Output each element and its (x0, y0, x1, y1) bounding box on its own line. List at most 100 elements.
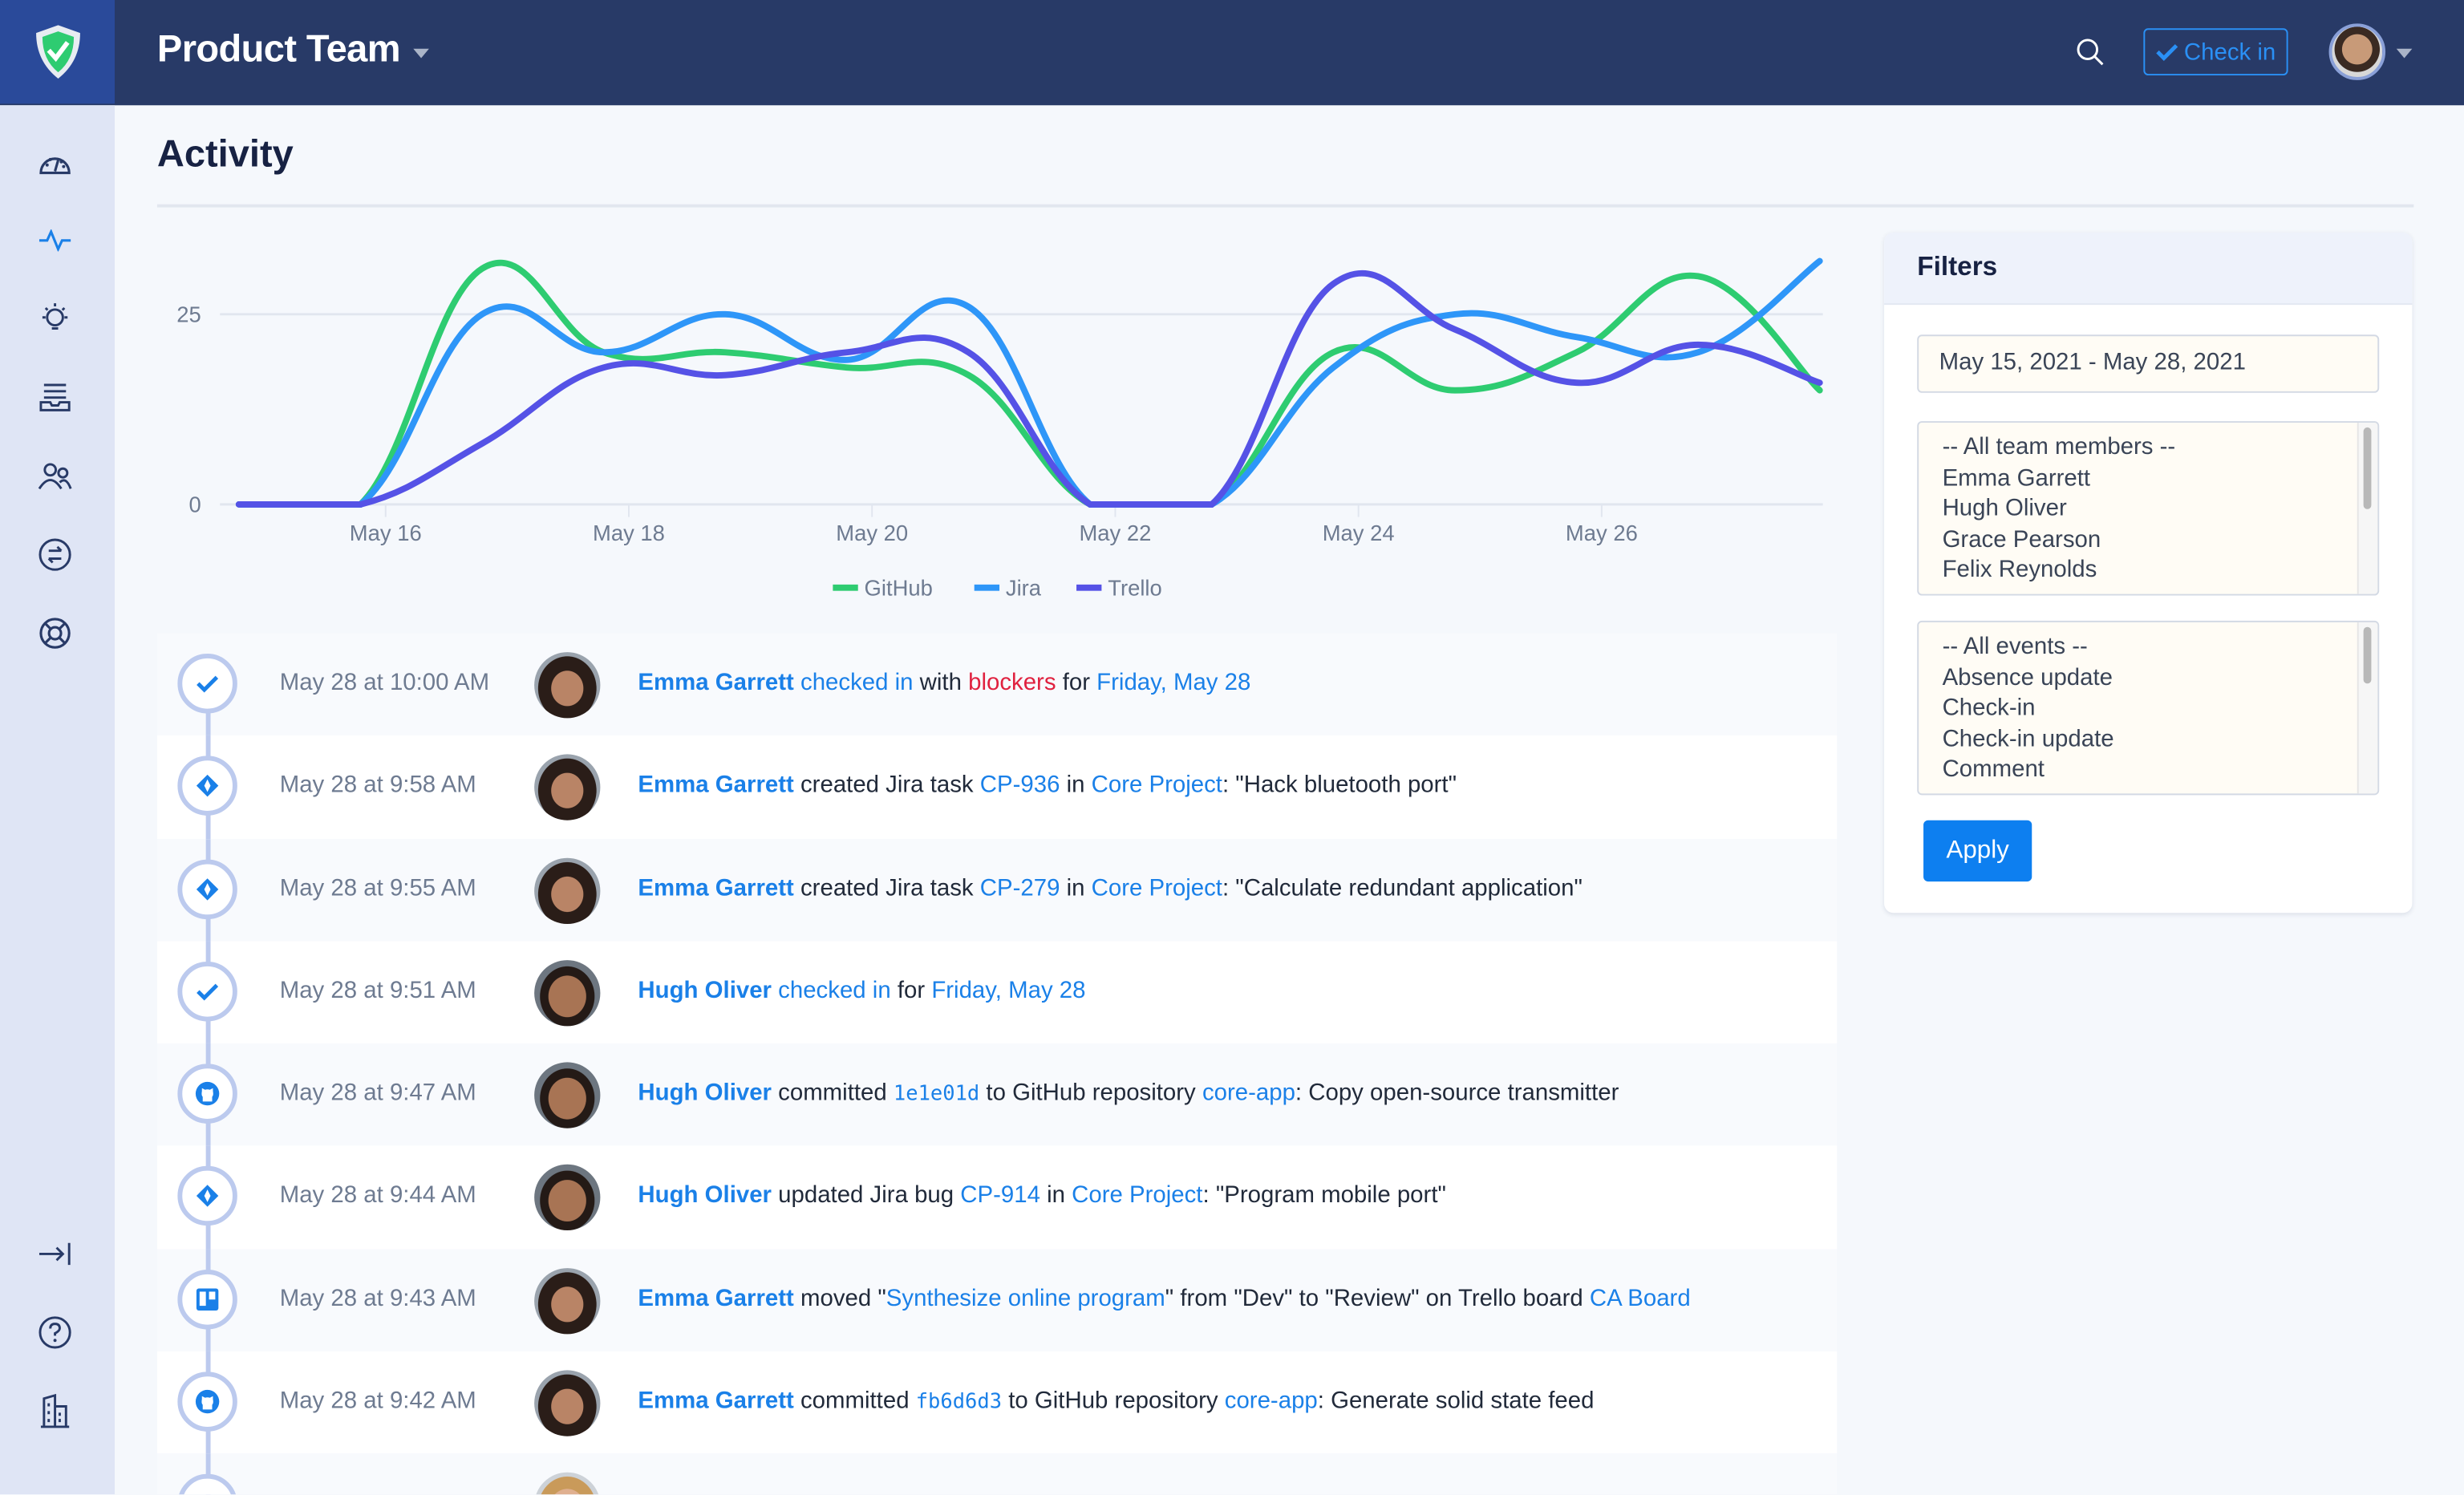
member-option[interactable]: Felix Reynolds (1942, 556, 2097, 583)
avatar[interactable] (534, 1062, 601, 1129)
legend-swatch (974, 584, 1000, 591)
check-icon (197, 982, 219, 1001)
message-link[interactable]: Core Project (1072, 1182, 1203, 1209)
message-text: : "Program mobile port" (1202, 1182, 1446, 1209)
event-option[interactable]: Absence update (1942, 663, 2113, 691)
user-link[interactable]: Hugh Oliver (638, 1182, 772, 1209)
check-in-button[interactable]: Check in (2143, 28, 2288, 76)
avatar[interactable] (534, 1267, 601, 1334)
date-range-input[interactable]: May 15, 2021 - May 28, 2021 (1917, 334, 2380, 393)
series-line-github (235, 259, 1823, 508)
team-name: Product Team (156, 28, 401, 71)
top-bar: Product Team Check in (0, 0, 2464, 106)
message-text: in (1060, 772, 1092, 799)
filters-panel: Filters May 15, 2021 - May 28, 2021 -- A… (1884, 232, 2413, 914)
user-avatar[interactable] (2328, 23, 2386, 80)
message-text: : "Calculate redundant application" (1222, 874, 1583, 901)
event-option[interactable]: Comment (1942, 756, 2045, 783)
avatar[interactable] (534, 959, 601, 1027)
member-option[interactable]: Hugh Oliver (1942, 495, 2067, 522)
avatar[interactable] (534, 652, 601, 719)
legend-label: Jira (1006, 576, 1042, 601)
message-link[interactable]: Friday, May 28 (1096, 669, 1251, 696)
y-tick-label: 0 (189, 492, 201, 517)
message-link[interactable]: CP-936 (979, 772, 1060, 799)
sidebar-item-support[interactable] (34, 613, 75, 654)
sidebar-item-integrations[interactable] (34, 534, 75, 575)
avatar[interactable] (534, 857, 601, 924)
message-link[interactable]: checked in (800, 669, 914, 696)
x-tick-label: May 22 (1079, 521, 1151, 545)
message-link[interactable]: Synthesize online program (886, 1285, 1165, 1312)
check-icon-badge (177, 654, 237, 714)
message-link[interactable]: checked in (778, 977, 891, 1004)
avatar[interactable] (534, 1165, 601, 1232)
message-text: created Jira task (793, 874, 980, 901)
user-link[interactable]: Hugh Oliver (638, 1080, 772, 1107)
message-text: created Jira task (793, 772, 980, 799)
user-link[interactable]: Hugh Oliver (638, 977, 772, 1004)
member-option[interactable]: Emma Garrett (1942, 464, 2091, 492)
event-time: May 28 at 9:58 AM (279, 772, 476, 799)
logo[interactable] (0, 0, 116, 104)
event-message: Emma Garrett checked in with blockers fo… (638, 670, 1250, 696)
message-link[interactable]: CP-279 (979, 874, 1060, 901)
avatar[interactable] (534, 754, 601, 821)
organization-button[interactable] (34, 1391, 75, 1432)
sidebar (0, 105, 116, 1495)
message-link[interactable]: Friday, May 28 (931, 977, 1086, 1004)
team-members-select[interactable]: -- All team members -- Emma Garrett Hugh… (1917, 421, 2380, 596)
avatar[interactable] (534, 1370, 601, 1436)
sidebar-collapse-button[interactable] (34, 1234, 75, 1274)
blockers-link[interactable]: blockers (968, 669, 1056, 696)
chevron-down-icon[interactable] (2396, 48, 2413, 59)
member-option[interactable]: Grace Pearson (1942, 525, 2101, 553)
event-option[interactable]: Check-in update (1942, 725, 2114, 752)
message-link[interactable]: Core Project (1091, 772, 1222, 799)
avatar[interactable] (534, 1473, 601, 1495)
message-link[interactable]: core-app (1224, 1388, 1318, 1415)
event-message: Emma Garrett moved "Synthesize online pr… (638, 1285, 1690, 1311)
member-option[interactable]: -- All team members -- (1942, 433, 2176, 461)
event-time: May 28 at 10:00 AM (279, 669, 490, 696)
sidebar-item-activity[interactable] (34, 220, 75, 261)
apply-button[interactable]: Apply (1923, 820, 2032, 882)
event-option[interactable]: Check-in (1942, 694, 2036, 722)
commit-link[interactable]: fb6d6d3 (915, 1391, 1003, 1415)
message-link[interactable]: Core Project (1091, 874, 1222, 901)
message-text: moved " (793, 1285, 886, 1312)
search-button[interactable] (2076, 38, 2104, 74)
sidebar-item-dashboard[interactable] (34, 141, 75, 182)
scrollbar[interactable] (2357, 423, 2378, 594)
event-time: May 28 at 9:47 AM (279, 1080, 476, 1107)
shield-check-icon (35, 25, 79, 79)
check-icon-badge (177, 961, 237, 1022)
sidebar-item-ideas[interactable] (34, 298, 75, 339)
collapse-arrow-icon (38, 1242, 71, 1266)
user-link[interactable]: Emma Garrett (638, 874, 794, 901)
commit-link[interactable]: 1e1e01d (893, 1083, 980, 1107)
event-time: May 28 at 9:51 AM (279, 977, 476, 1004)
user-link[interactable]: Emma Garrett (638, 669, 794, 696)
feed-item: May 28 at 9:55 AM Emma Garrett created Ji… (156, 838, 1838, 942)
message-link[interactable]: CA Board (1589, 1285, 1691, 1312)
search-icon (2077, 38, 2104, 66)
user-link[interactable]: Emma Garrett (638, 772, 794, 799)
sidebar-item-team[interactable] (34, 456, 75, 496)
events-select[interactable]: -- All events -- Absence update Check-in… (1917, 620, 2380, 796)
jira-icon-badge (177, 858, 237, 919)
sidebar-item-inbox[interactable] (34, 377, 75, 418)
series-line-jira (235, 257, 1823, 508)
message-link[interactable]: core-app (1202, 1080, 1295, 1107)
x-tick-label: May 24 (1323, 521, 1395, 545)
lifebuoy-icon (39, 618, 71, 649)
scrollbar[interactable] (2357, 622, 2378, 794)
team-switcher[interactable]: Product Team (156, 28, 429, 72)
user-link[interactable]: Emma Garrett (638, 1388, 794, 1415)
user-link[interactable]: Emma Garrett (638, 1285, 794, 1312)
help-button[interactable] (34, 1312, 75, 1353)
message-link[interactable]: CP-914 (960, 1182, 1040, 1209)
feed-item: May 28 at 9:43 AM Emma Garrett moved "Syn… (156, 1249, 1838, 1353)
event-option[interactable]: -- All events -- (1942, 633, 2088, 660)
github-icon (195, 1389, 220, 1414)
